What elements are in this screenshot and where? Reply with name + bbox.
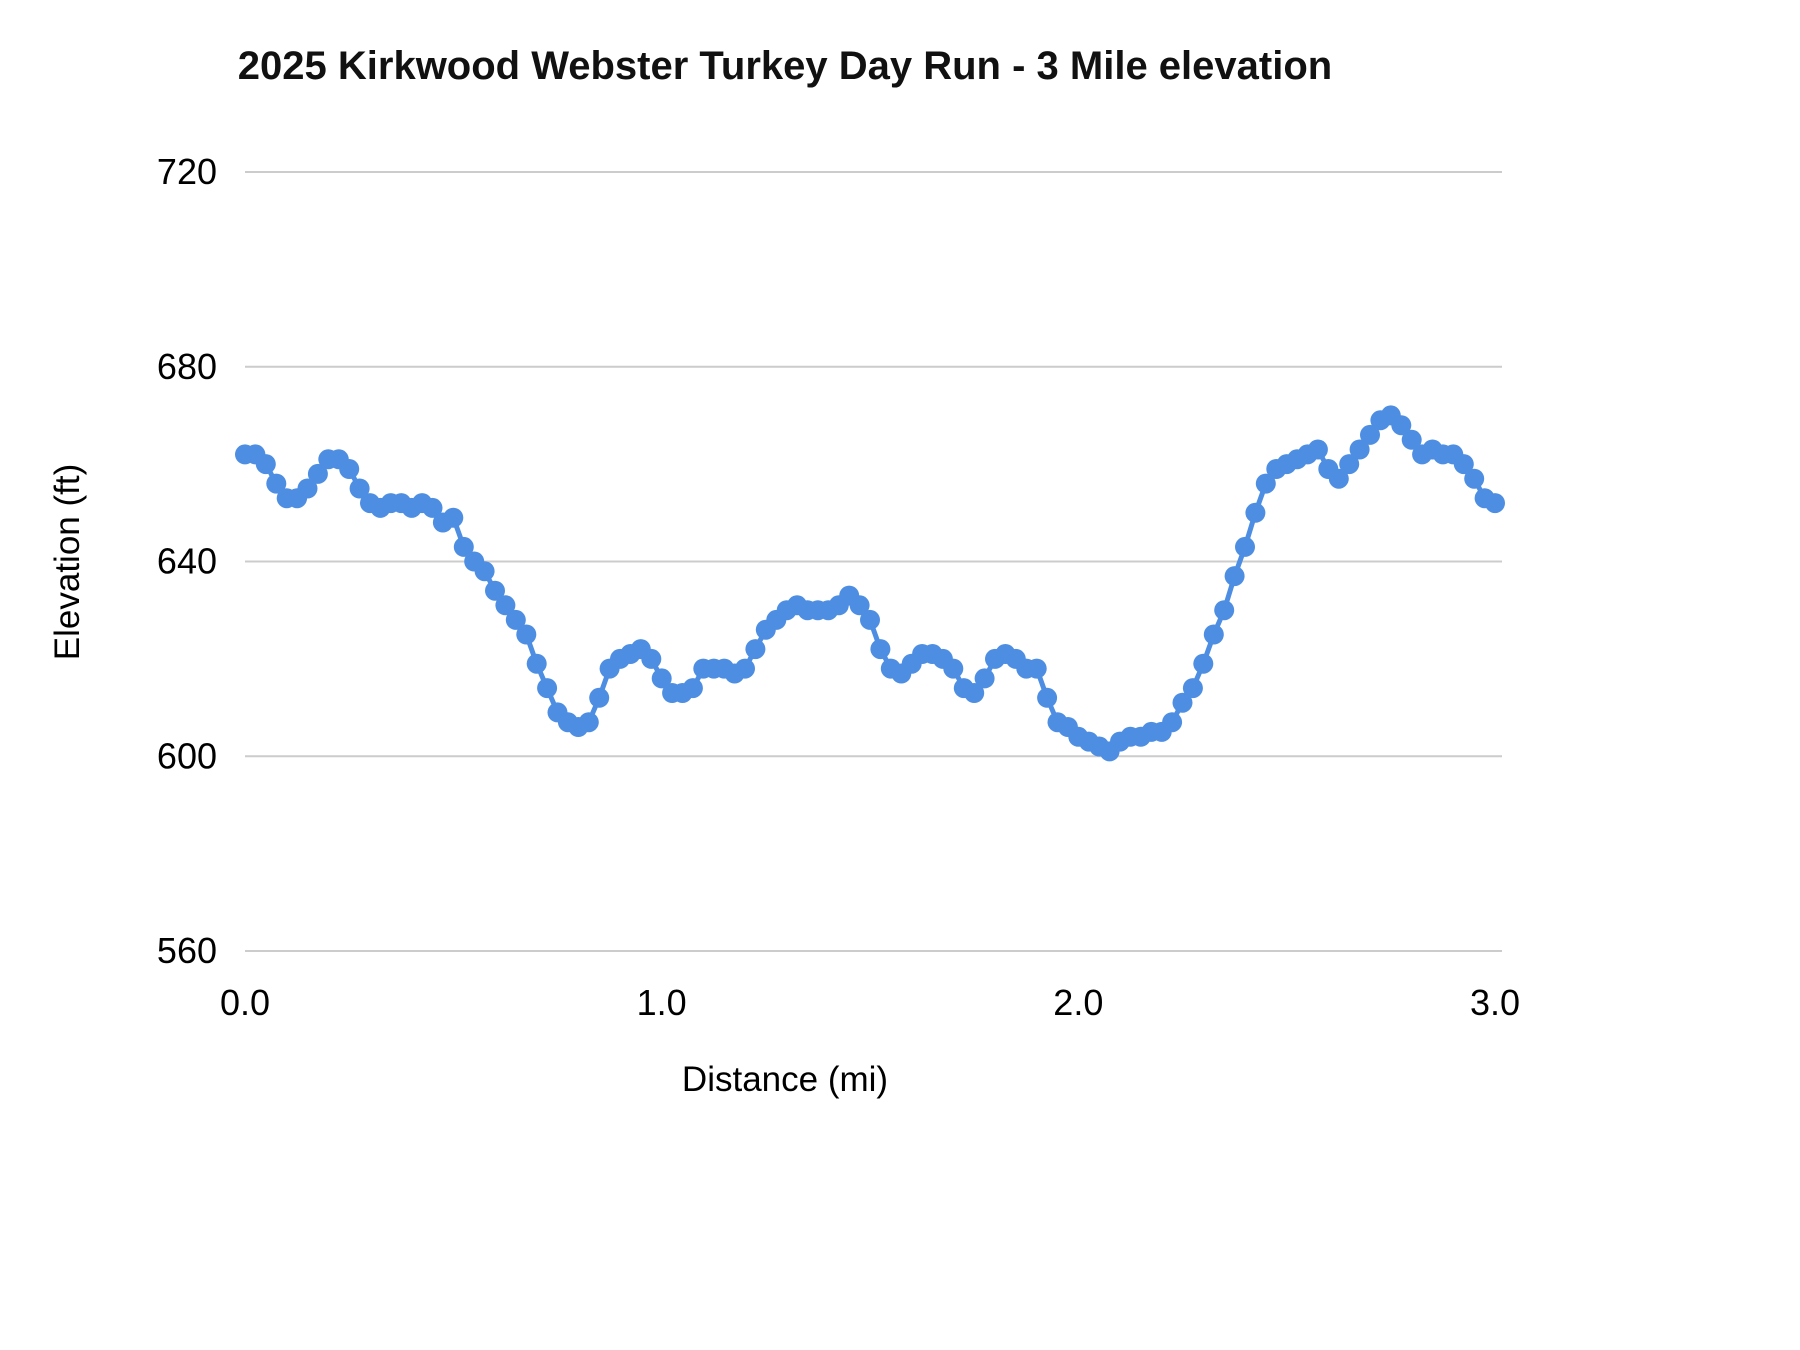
y-tick-label: 560 [157,930,217,971]
data-point [745,639,766,660]
data-point [974,668,995,689]
x-tick-label: 1.0 [637,982,687,1023]
data-point [1172,692,1193,713]
elevation-line [242,412,1498,754]
data-point [422,497,443,518]
data-point [1255,473,1276,494]
data-point [307,463,328,484]
x-tick-label: 0.0 [220,982,270,1023]
y-tick-label: 680 [157,346,217,387]
y-tick-label: 600 [157,735,217,776]
data-point [1245,502,1266,523]
data-point [474,561,495,582]
data-point [349,478,370,499]
data-point [1193,653,1214,674]
data-point [505,609,526,630]
data-point [1339,454,1360,475]
data-point [526,653,547,674]
x-tick-label: 2.0 [1053,982,1103,1023]
data-point [1235,536,1255,557]
data-point [578,712,599,733]
data-point [266,473,287,494]
data-point [1224,566,1245,587]
data-point [1453,454,1474,475]
data-point [1182,678,1203,699]
data-point [589,687,610,708]
data-point [255,454,276,475]
data-point [453,536,474,557]
data-point [1360,424,1380,445]
elevation-chart: 2025 Kirkwood Webster Turkey Day Run - 3… [48,44,1521,1099]
data-point [1401,429,1422,450]
data-point [1464,468,1485,489]
x-tick-label: 3.0 [1470,982,1520,1023]
data-point [443,507,464,528]
data-point [964,683,985,703]
data-point [339,459,360,479]
data-point [297,478,318,499]
data-point [485,580,505,601]
data-point [1162,712,1183,733]
x-axis-title: Distance (mi) [681,1060,889,1099]
data-point [849,595,870,616]
data-point [1307,439,1328,460]
data-point [651,668,672,689]
data-point [1391,415,1412,436]
data-point [1214,600,1235,621]
data-point [870,639,891,660]
data-point [516,624,537,645]
data-point [1485,493,1505,514]
data-point [682,678,703,699]
data-point [1349,439,1370,460]
chart-title: 2025 Kirkwood Webster Turkey Day Run - 3… [237,44,1333,88]
y-tick-label: 720 [157,151,217,192]
data-point [1037,687,1058,708]
data-point [495,595,516,616]
data-point [735,658,755,679]
data-point [1203,624,1224,645]
data-point [537,678,558,699]
data-point [860,609,880,630]
data-point [943,658,964,679]
y-tick-label: 640 [157,541,217,582]
data-point [1328,468,1349,489]
data-point [1026,658,1047,679]
data-point [641,648,662,669]
